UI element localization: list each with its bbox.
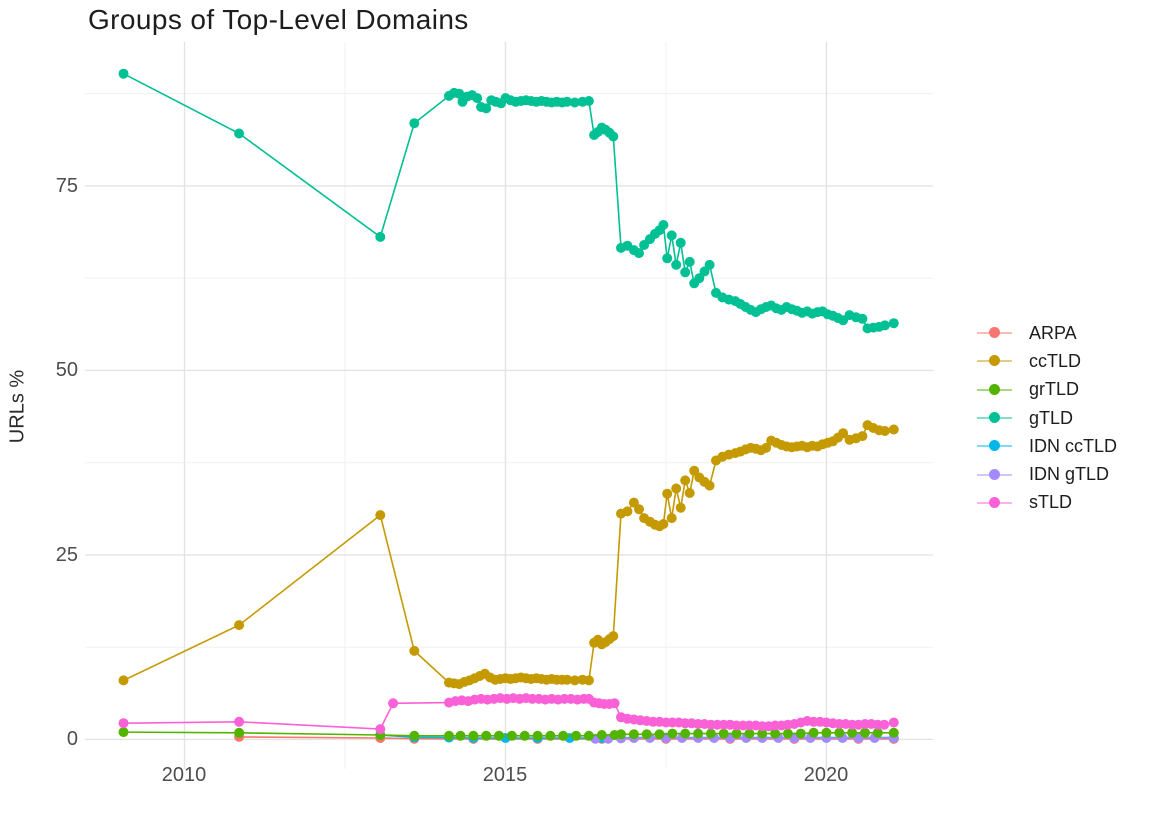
legend-line-dot-icon xyxy=(977,496,1012,509)
legend-label: ccTLD xyxy=(1029,350,1082,371)
legend-label: ARPA xyxy=(1029,322,1077,343)
legend-label: gTLD xyxy=(1029,407,1074,428)
legend-label: IDN gTLD xyxy=(1029,464,1110,485)
legend-label: grTLD xyxy=(1029,379,1080,400)
legend: ARPA ccTLD grTLD gTLD IDN ccTLD IDN gTLD… xyxy=(977,319,1117,517)
y-tick-label-0: 0 xyxy=(66,728,78,750)
legend-item-idn-cctld: IDN ccTLD xyxy=(977,432,1117,460)
legend-line-dot-icon xyxy=(977,355,1012,367)
legend-line-dot-icon xyxy=(977,383,1012,396)
legend-item-gtld: gTLD xyxy=(977,404,1117,432)
x-tick-label-2010: 2010 xyxy=(161,764,207,786)
chart-title: Groups of Top-Level Domains xyxy=(88,4,469,35)
y-tick-label-25: 25 xyxy=(55,544,78,566)
x-tick-label-2015: 2015 xyxy=(482,764,528,786)
x-tick-label-2020: 2020 xyxy=(803,764,849,786)
y-tick-label-50: 50 xyxy=(55,359,78,381)
legend-item-grtld: grTLD xyxy=(977,376,1117,404)
legend-line-dot-icon xyxy=(977,327,1012,339)
legend-line-dot-icon xyxy=(977,412,1012,424)
legend-label: IDN ccTLD xyxy=(1029,435,1118,456)
y-tick-label-75: 75 xyxy=(55,175,78,197)
legend-item-arpa: ARPA xyxy=(977,319,1117,347)
y-axis-title: URLs % xyxy=(6,369,29,444)
legend-item-cctld: ccTLD xyxy=(977,347,1117,375)
legend-line-dot-icon xyxy=(977,468,1012,481)
legend-line-dot-icon xyxy=(977,440,1012,452)
legend-item-idn-gtld: IDN gTLD xyxy=(977,460,1117,488)
legend-label: sTLD xyxy=(1029,492,1073,513)
legend-item-stld: sTLD xyxy=(977,489,1117,517)
